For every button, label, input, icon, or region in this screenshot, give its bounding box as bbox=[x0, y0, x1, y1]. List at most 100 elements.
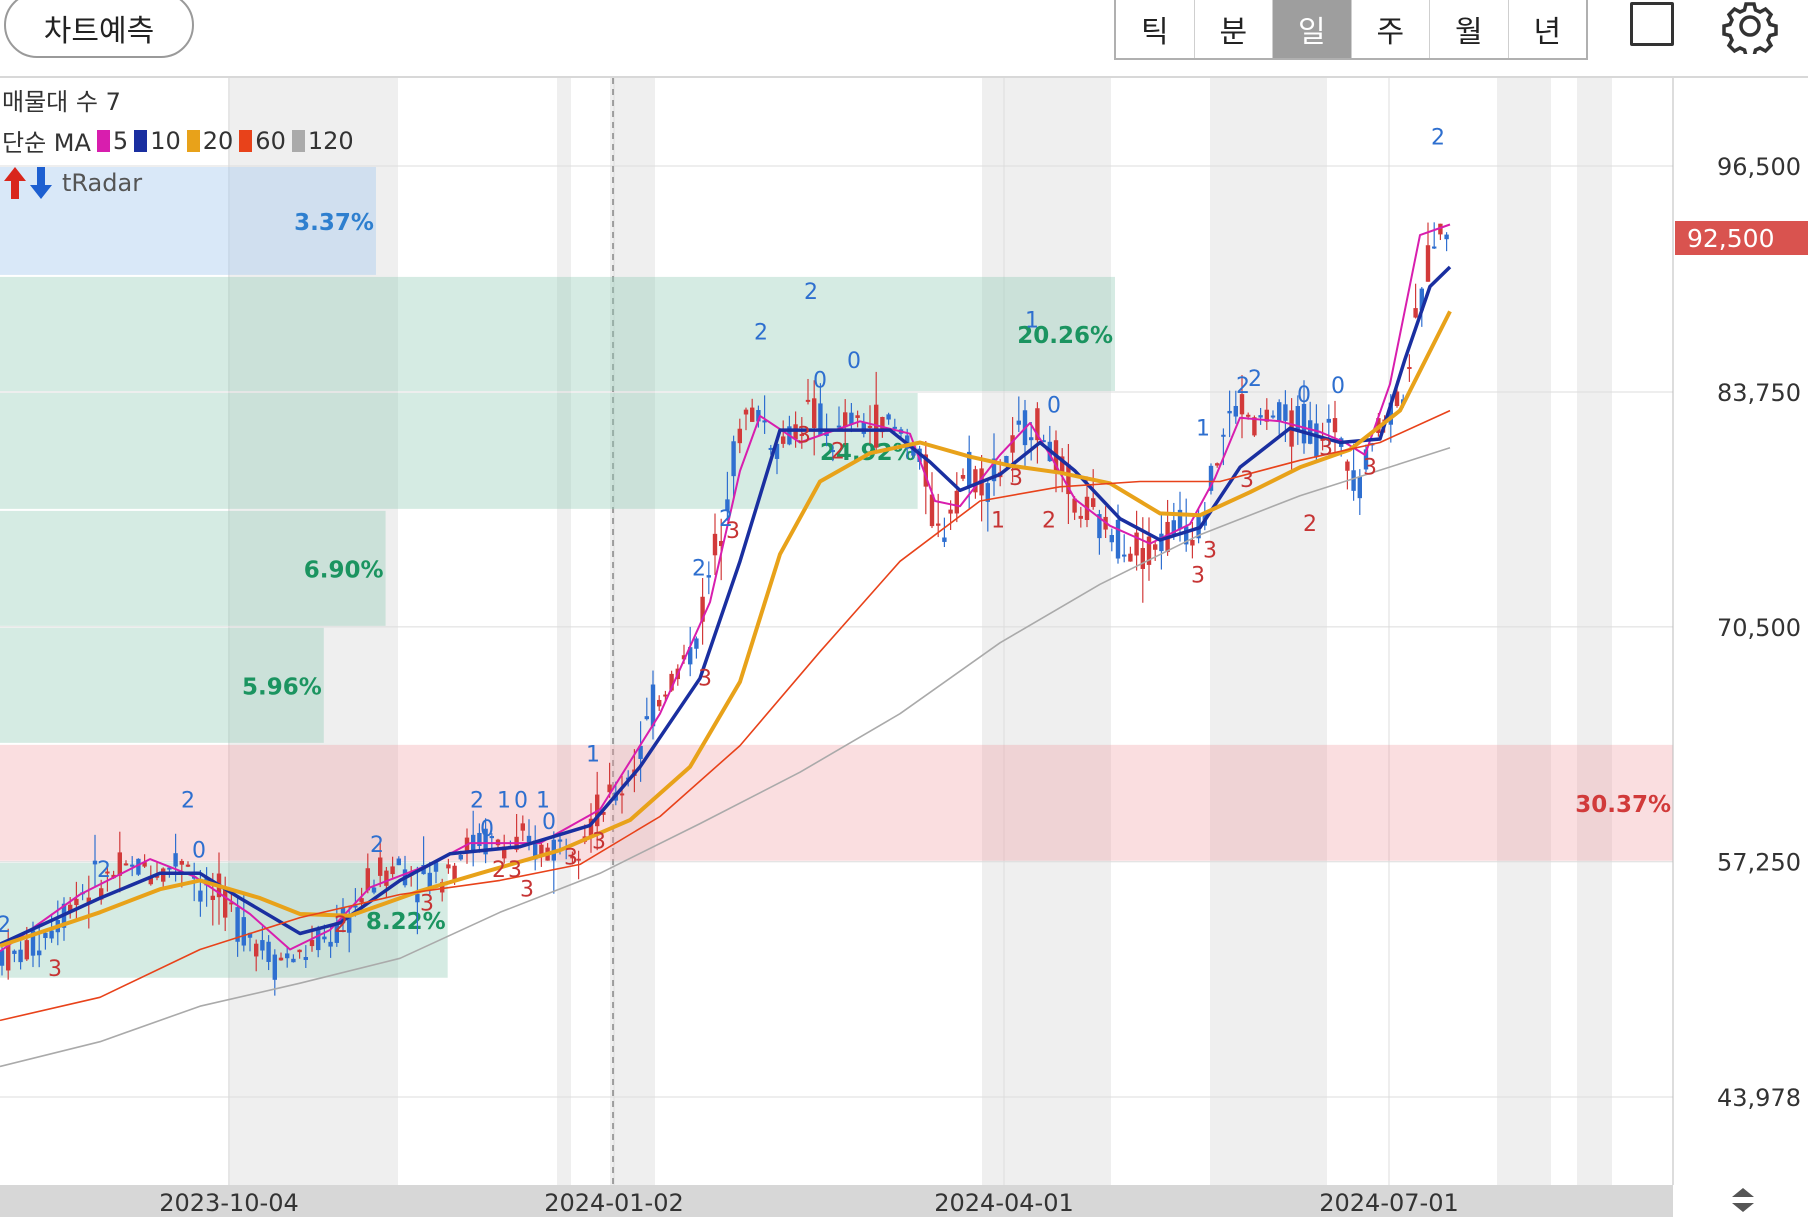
signal-marker: 2 bbox=[1248, 367, 1262, 392]
candle-body bbox=[235, 907, 240, 942]
signal-marker: 2 bbox=[97, 858, 111, 883]
candle-body bbox=[179, 860, 184, 865]
candle-body bbox=[1438, 223, 1443, 235]
axis-resize-handle-icon[interactable] bbox=[1728, 1186, 1758, 1214]
tradar-label: tRadar bbox=[62, 169, 143, 197]
candle-body bbox=[1444, 234, 1449, 240]
candle-body bbox=[347, 915, 352, 933]
candle-body bbox=[1215, 463, 1220, 466]
candle-body bbox=[1140, 548, 1145, 569]
candle-body bbox=[1072, 498, 1077, 513]
candle-body bbox=[781, 436, 786, 444]
candle-body bbox=[1345, 461, 1350, 471]
signal-marker: 0 bbox=[542, 810, 556, 835]
date-tick-label: 2024-04-01 bbox=[934, 1189, 1073, 1217]
candle-body bbox=[657, 699, 662, 707]
session-shade-band bbox=[1210, 78, 1327, 1185]
candle-body bbox=[1227, 410, 1232, 414]
ma-legend: 단순 MA 5 10 20 60 120 bbox=[2, 123, 354, 158]
signal-marker: 1 bbox=[1025, 308, 1039, 333]
candle-body bbox=[148, 876, 153, 885]
up-down-arrows-icon bbox=[4, 167, 52, 199]
signal-marker: 1 bbox=[991, 509, 1005, 534]
candle-body bbox=[533, 840, 538, 860]
signal-marker: 2 bbox=[492, 858, 506, 883]
tab-week[interactable]: 주 bbox=[1352, 0, 1430, 58]
ma5-label: 5 bbox=[112, 126, 129, 155]
candle-body bbox=[1060, 456, 1065, 473]
session-shade-band bbox=[982, 78, 1111, 1185]
candle-body bbox=[1029, 437, 1034, 441]
candle-body bbox=[86, 897, 91, 904]
price-tick-label: 57,250 bbox=[1717, 849, 1801, 877]
candle-body bbox=[1159, 533, 1164, 552]
candle-body bbox=[68, 904, 73, 912]
tab-month[interactable]: 월 bbox=[1430, 0, 1509, 58]
candle-body bbox=[1097, 514, 1102, 539]
tab-minute[interactable]: 분 bbox=[1195, 0, 1273, 58]
candle-body bbox=[30, 930, 36, 956]
signal-marker: 3 bbox=[1240, 468, 1254, 493]
signal-marker: 3 bbox=[48, 957, 62, 982]
candle-body bbox=[1258, 415, 1263, 418]
gear-icon[interactable] bbox=[1722, 0, 1778, 54]
signal-marker: 2 bbox=[334, 913, 348, 938]
candle-body bbox=[756, 410, 761, 422]
signal-marker: 3 bbox=[698, 666, 712, 691]
volume-profile-pct: 6.90% bbox=[304, 557, 384, 583]
candle-body bbox=[954, 490, 959, 514]
candle-body bbox=[923, 454, 928, 487]
candle-body bbox=[12, 950, 17, 954]
fullscreen-square-icon[interactable] bbox=[1630, 2, 1674, 46]
candle-body bbox=[105, 871, 110, 874]
candle-body bbox=[1146, 536, 1152, 565]
volume-profile-pct: 20.26% bbox=[1017, 323, 1113, 349]
candle-body bbox=[1264, 409, 1269, 422]
signal-marker: 0 bbox=[514, 789, 528, 814]
tab-year[interactable]: 년 bbox=[1533, 15, 1562, 50]
candle-body bbox=[681, 655, 687, 660]
candle-body bbox=[985, 483, 990, 502]
current-price-label: 92,500 bbox=[1687, 224, 1774, 253]
candle-body bbox=[688, 647, 693, 665]
chart-predict-button[interactable]: 차트예측 bbox=[4, 0, 194, 58]
candle-body bbox=[737, 428, 742, 444]
candle-body bbox=[365, 868, 370, 891]
ma120-label: 120 bbox=[307, 126, 354, 155]
candle-body bbox=[570, 856, 575, 859]
candle-body bbox=[452, 865, 457, 881]
ma60-line bbox=[0, 409, 1451, 1022]
tab-tick[interactable]: 틱 bbox=[1116, 0, 1195, 58]
signal-marker: 3 bbox=[508, 858, 522, 883]
candle-body bbox=[241, 917, 246, 946]
candle-body bbox=[1233, 405, 1238, 417]
candle-body bbox=[843, 412, 848, 428]
candle-body bbox=[1332, 418, 1338, 433]
candle-body bbox=[855, 415, 860, 418]
candle-body bbox=[638, 745, 643, 759]
candle-body bbox=[1184, 526, 1189, 545]
tradar-indicator[interactable]: tRadar bbox=[2, 165, 142, 201]
candle-body bbox=[1109, 535, 1114, 543]
signal-marker: 1 bbox=[586, 743, 600, 768]
volume-profile-bar bbox=[0, 744, 1673, 861]
candle-body bbox=[812, 398, 817, 428]
volume-profile-bar bbox=[0, 510, 386, 626]
candle-body bbox=[92, 860, 98, 865]
candle-body bbox=[719, 540, 724, 547]
signal-marker: 2 bbox=[1042, 509, 1056, 534]
candle-body bbox=[818, 403, 823, 436]
candle-body bbox=[867, 425, 873, 428]
ma60-swatch bbox=[239, 129, 253, 152]
volume-profile-bar bbox=[0, 276, 1115, 392]
tab-day[interactable]: 일 bbox=[1273, 0, 1352, 58]
candle-body bbox=[557, 839, 563, 842]
candle-body bbox=[247, 932, 253, 938]
period-selector: 틱 분 일 주 월 년 bbox=[1114, 0, 1588, 60]
candle-body bbox=[415, 893, 420, 903]
candle-body bbox=[768, 447, 773, 450]
candle-body bbox=[880, 416, 885, 433]
volume-profile-bar bbox=[0, 167, 376, 275]
signal-marker: 2 bbox=[370, 833, 384, 858]
